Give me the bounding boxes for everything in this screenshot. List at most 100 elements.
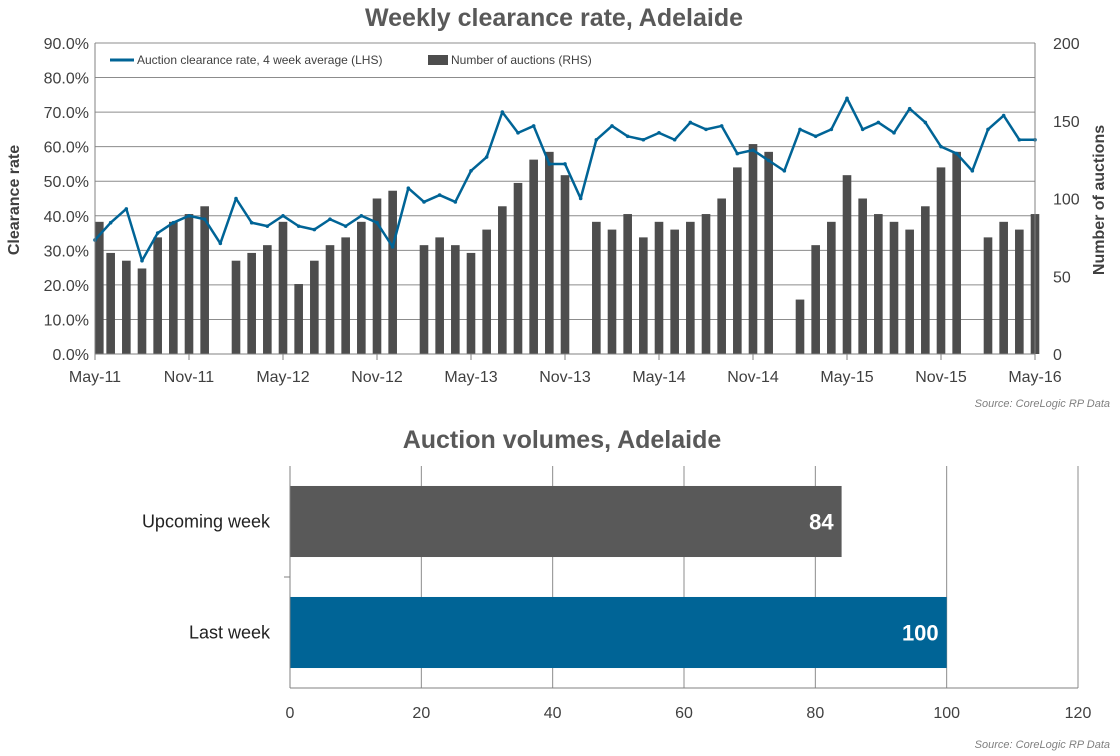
auction-bar xyxy=(921,206,930,354)
x-tick-label: 20 xyxy=(412,705,430,722)
auction-bar xyxy=(372,198,382,354)
x-tick-label: May-16 xyxy=(1008,369,1061,386)
clearance-point xyxy=(218,241,223,246)
clearance-point xyxy=(657,131,661,135)
y2-tick-label: 150 xyxy=(1053,114,1080,131)
clearance-point xyxy=(202,217,207,222)
clearance-point xyxy=(437,193,442,197)
y-tick-label: 10.0% xyxy=(44,312,89,329)
clearance-point xyxy=(641,137,646,142)
auction-bar xyxy=(95,221,104,354)
clearance-point xyxy=(484,155,489,159)
auction-bar xyxy=(686,221,695,354)
clearance-point xyxy=(578,196,583,201)
auction-bar xyxy=(936,167,946,354)
clearance-point xyxy=(390,245,395,249)
clearance-point xyxy=(876,120,881,125)
x-tick-label: May-11 xyxy=(69,369,121,386)
axes xyxy=(94,43,1036,360)
auction-bar xyxy=(639,237,648,354)
auction-bar xyxy=(592,221,601,354)
auction-bar xyxy=(200,206,209,354)
clearance-point xyxy=(469,169,473,173)
legend: Auction clearance rate, 4 week average (… xyxy=(110,53,592,67)
y-tick-label: 50.0% xyxy=(44,174,89,191)
clearance-point xyxy=(531,124,536,128)
auction-bar xyxy=(153,237,162,354)
clearance-point xyxy=(672,137,677,142)
clearance-point xyxy=(265,224,270,228)
auction-volumes-chart: Auction volumes, Adelaide 84 Upcoming wee… xyxy=(142,426,1110,751)
y2-tick-label: 50 xyxy=(1053,269,1071,286)
auction-bar xyxy=(874,214,883,354)
bar-value-label: 100 xyxy=(902,621,939,646)
auction-bar xyxy=(435,237,444,354)
clearance-point xyxy=(312,227,317,232)
weekly-clearance-chart: Weekly clearance rate, Adelaide 0.0% 10.0… xyxy=(6,4,1110,410)
legend-line-label: Auction clearance rate, 4 week average (… xyxy=(137,53,382,67)
y-tick-label: 40.0% xyxy=(44,209,89,226)
auction-bar xyxy=(811,245,820,354)
x-tick-labels-2: 0 20 40 60 80 100 120 xyxy=(286,705,1092,722)
clearance-point xyxy=(704,127,708,132)
auction-bar xyxy=(341,237,350,354)
x-tick-label: Nov-15 xyxy=(915,369,967,386)
x-tick-label: 100 xyxy=(933,705,960,722)
source-note-2: Source: CoreLogic RP Data xyxy=(975,739,1110,751)
auction-bar xyxy=(122,260,131,354)
clearance-point xyxy=(281,213,285,218)
auction-bar xyxy=(670,229,679,354)
y-tick-label: 30.0% xyxy=(44,243,89,260)
y-tick-label: 70.0% xyxy=(44,105,89,122)
clearance-point xyxy=(798,127,802,132)
y2-tick-label: 0 xyxy=(1053,347,1062,364)
auction-bar xyxy=(137,268,147,354)
auction-bar xyxy=(748,144,758,354)
clearance-point xyxy=(1001,113,1006,118)
auction-bar xyxy=(717,198,726,354)
clearance-point xyxy=(939,144,943,149)
y-tick-label: 0.0% xyxy=(53,347,89,364)
auction-bar xyxy=(560,175,570,354)
x-tick-label: May-14 xyxy=(632,369,685,386)
clearance-point xyxy=(610,124,614,128)
y-tick-label: 80.0% xyxy=(44,71,89,88)
x-tick-label: May-13 xyxy=(444,369,497,386)
y2-tick-label: 100 xyxy=(1053,192,1080,209)
clearance-point xyxy=(782,169,787,173)
y2-tick-label: 200 xyxy=(1053,36,1080,53)
clearance-point xyxy=(375,220,379,225)
axes-2 xyxy=(284,466,1078,689)
clearance-point xyxy=(719,124,724,128)
clearance-point xyxy=(594,137,599,142)
category-label: Upcoming week xyxy=(142,512,271,532)
y-tick-label: 20.0% xyxy=(44,278,89,295)
x-tick-label: 0 xyxy=(286,705,295,722)
volume-bar xyxy=(290,596,947,669)
auction-bar xyxy=(419,245,429,354)
auction-bar xyxy=(263,245,272,354)
auction-bar xyxy=(482,229,491,354)
legend-bar-label: Number of auctions (RHS) xyxy=(451,53,592,67)
clearance-point xyxy=(860,127,865,132)
auction-bar xyxy=(889,221,899,354)
auction-bar xyxy=(451,245,460,354)
auction-bar xyxy=(999,221,1008,354)
y-tick-labels: 0.0% 10.0% 20.0% 30.0% 40.0% 50.0% 60.0% 70.0% 8… xyxy=(44,36,89,364)
auction-bar xyxy=(952,151,961,354)
auction-bars xyxy=(95,144,1040,354)
clearance-point xyxy=(171,220,176,225)
auction-bar xyxy=(513,182,523,354)
auction-bar xyxy=(278,221,288,354)
auction-bar xyxy=(983,237,993,354)
clearance-point xyxy=(547,162,552,166)
x-tick-label: May-15 xyxy=(820,369,873,386)
clearance-point xyxy=(563,162,567,166)
y-tick-label: 60.0% xyxy=(44,140,89,157)
clearance-point xyxy=(422,200,426,204)
auction-bar xyxy=(388,190,397,354)
clearance-point xyxy=(923,120,928,125)
x-tick-label: 40 xyxy=(544,705,562,722)
auction-bar xyxy=(623,214,632,354)
category-label: Last week xyxy=(189,623,271,643)
